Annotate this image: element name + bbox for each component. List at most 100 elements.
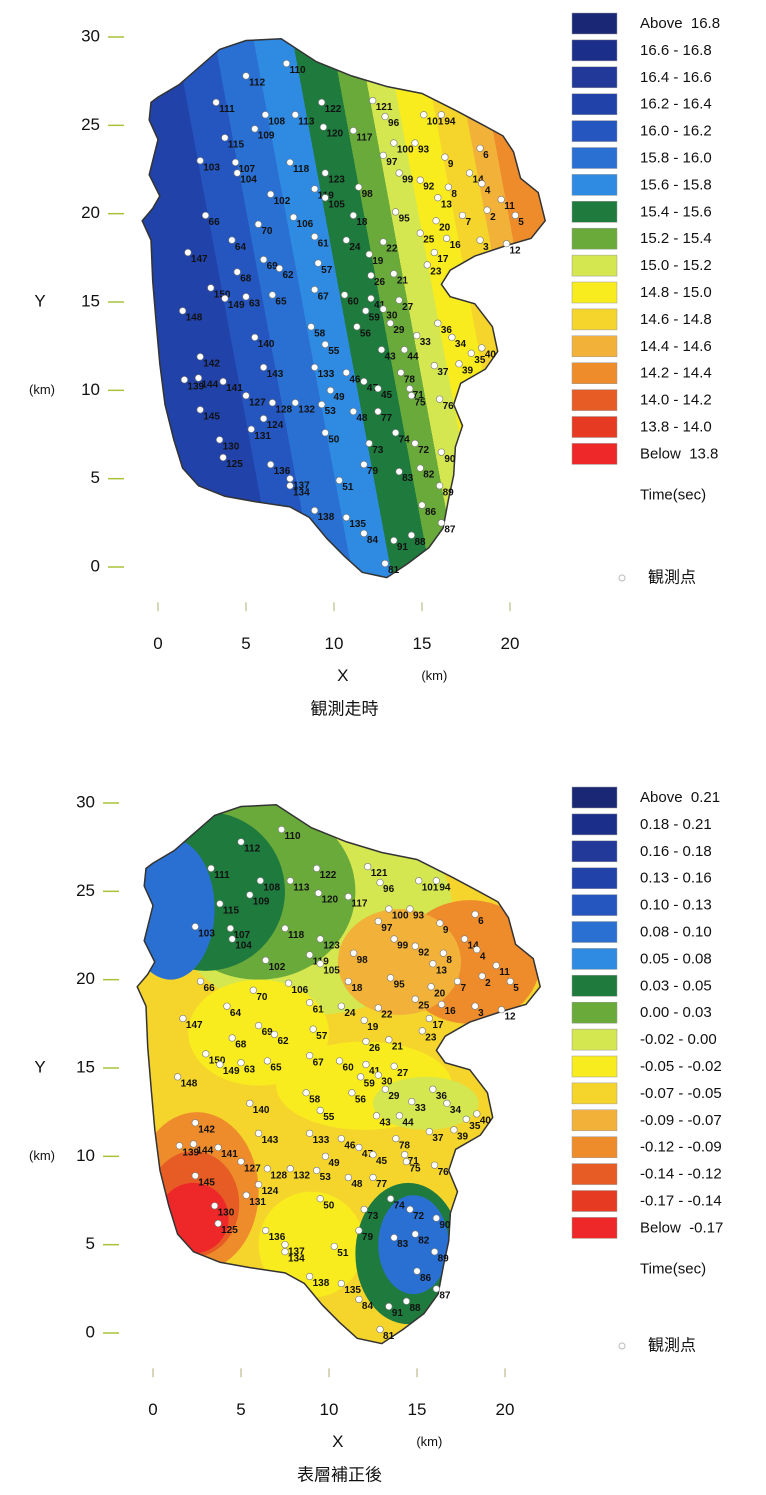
station	[402, 1297, 411, 1305]
station	[321, 169, 329, 177]
station	[408, 1097, 416, 1106]
station-label: 47	[362, 1149, 374, 1160]
station	[355, 1143, 363, 1152]
station	[342, 513, 350, 522]
legend-label: -0.02 - 0.00	[640, 1031, 717, 1048]
station-label: 84	[367, 535, 379, 546]
station	[261, 111, 269, 119]
station	[263, 1165, 272, 1173]
station-label: 82	[423, 470, 435, 481]
station	[337, 1279, 345, 1288]
station-label: 127	[249, 397, 266, 408]
station-label: 49	[328, 1158, 340, 1169]
legend-swatch	[571, 93, 618, 115]
station	[443, 1099, 451, 1107]
station	[179, 307, 187, 315]
station	[390, 536, 398, 545]
station-label: 140	[253, 1105, 270, 1116]
station	[223, 1002, 231, 1010]
legend-label: 13.8 - 14.0	[640, 418, 712, 435]
station-label: 111	[219, 104, 235, 115]
station	[191, 1172, 199, 1180]
station	[355, 183, 363, 191]
station	[344, 1173, 352, 1182]
station	[180, 376, 188, 384]
station	[432, 1285, 440, 1293]
station	[262, 956, 270, 964]
station	[458, 211, 467, 220]
station	[311, 286, 319, 294]
x-axis-unit: (km)	[416, 1434, 442, 1449]
x-axis-label: X	[337, 666, 348, 685]
station	[415, 877, 423, 885]
contour-band	[137, 838, 215, 980]
legend-title: Time(sec)	[640, 1260, 706, 1277]
station-label: 101	[427, 116, 444, 127]
station	[335, 1057, 344, 1065]
station	[214, 1219, 222, 1228]
station	[397, 369, 405, 377]
station	[267, 190, 275, 198]
station	[251, 333, 259, 341]
station	[281, 1241, 289, 1249]
station-label: 136	[269, 1232, 286, 1243]
station-label: 19	[372, 256, 384, 267]
station-label: 117	[351, 898, 368, 909]
station	[286, 475, 294, 483]
station-label: 88	[409, 1303, 421, 1314]
legend-swatch	[571, 66, 618, 89]
legend-swatch	[571, 867, 618, 889]
station-label: 58	[309, 1094, 321, 1105]
station-label: 43	[385, 351, 397, 362]
y-tick-label: 30	[81, 26, 100, 45]
station-label: 4	[480, 951, 486, 962]
station	[401, 1150, 409, 1159]
station	[476, 236, 484, 244]
station-label: 56	[360, 328, 372, 339]
station-label: 20	[439, 222, 451, 233]
station	[233, 169, 241, 177]
station-label: 134	[293, 487, 310, 498]
station-label: 134	[288, 1253, 305, 1264]
station-label: 107	[233, 930, 250, 941]
station-label: 71	[413, 390, 425, 401]
station-label: 40	[480, 1116, 492, 1127]
station-label: 73	[367, 1211, 379, 1222]
station-label: 36	[436, 1091, 448, 1102]
station	[302, 1089, 310, 1097]
station-label: 94	[444, 116, 456, 127]
station-label: 51	[337, 1248, 349, 1259]
station	[372, 1112, 381, 1120]
station-label: 130	[218, 1207, 235, 1218]
legend-swatch	[571, 975, 618, 997]
legend-swatch	[571, 335, 618, 358]
station	[416, 229, 424, 237]
station-label: 91	[392, 1308, 404, 1319]
station-label: 127	[244, 1163, 261, 1174]
station-label: 108	[263, 882, 280, 893]
station	[318, 98, 326, 106]
station-legend-label: 観測点	[648, 568, 696, 587]
station	[369, 1173, 377, 1182]
region-outline	[136, 804, 542, 1345]
legend-label: 16.0 - 16.2	[640, 123, 712, 140]
station-label: 65	[270, 1063, 282, 1074]
station	[497, 1006, 506, 1014]
legend-label: 16.4 - 16.6	[640, 69, 712, 86]
station-label: 77	[381, 413, 393, 424]
station	[342, 236, 350, 244]
station	[390, 935, 398, 943]
station-label: 141	[226, 383, 243, 394]
station	[337, 1002, 345, 1010]
station-label: 98	[357, 955, 369, 966]
legend-swatch	[571, 1082, 618, 1105]
station-label: 3	[478, 1008, 484, 1019]
y-tick-label: 5	[91, 468, 100, 487]
station-label: 102	[274, 196, 291, 207]
map-caption: 観測走時	[311, 700, 379, 720]
station-label: 95	[394, 980, 406, 991]
station	[434, 319, 442, 327]
station	[260, 415, 268, 423]
x-axis-label: X	[332, 1432, 343, 1451]
station-label: 55	[328, 346, 340, 357]
